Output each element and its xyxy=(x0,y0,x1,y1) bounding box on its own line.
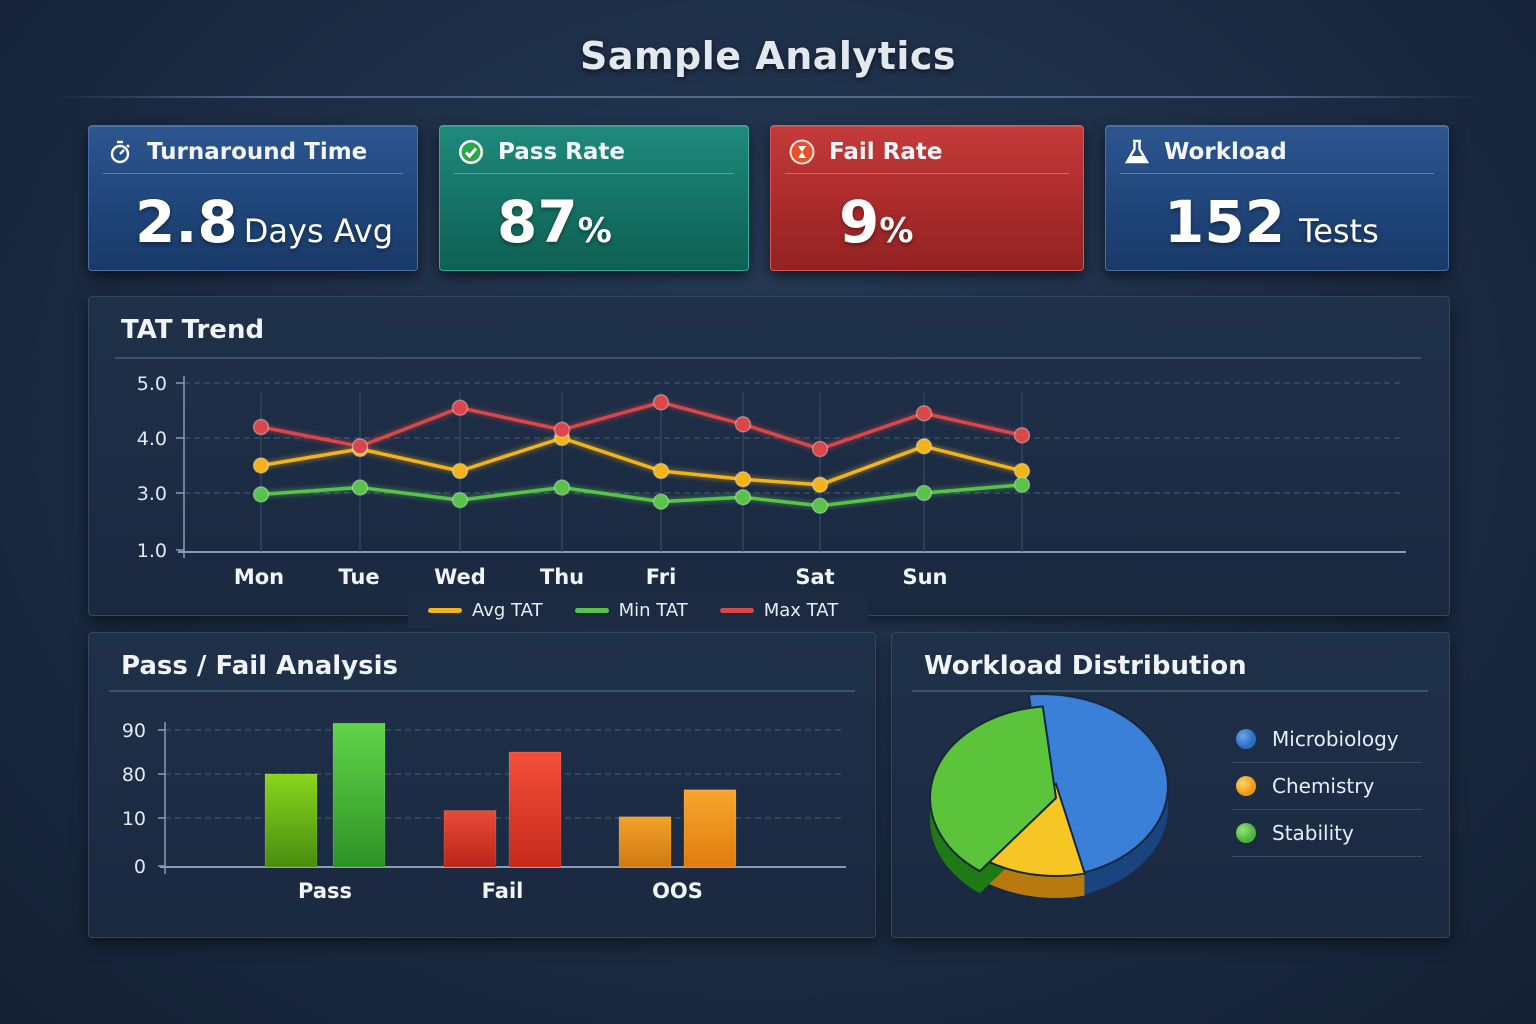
panel-title: TAT Trend xyxy=(121,315,265,345)
legend-swatch xyxy=(428,607,462,613)
legend-item-avg: Avg TAT xyxy=(428,600,543,621)
legend-label: Min TAT xyxy=(618,599,688,621)
flask-icon xyxy=(1124,139,1150,165)
legend-item-microbiology: Microbiology xyxy=(1232,716,1422,763)
kpi-divider xyxy=(103,173,403,174)
pie-legend: Microbiology Chemistry Stability xyxy=(1232,716,1422,857)
kpi-header: Workload xyxy=(1124,139,1287,165)
kpi-header: Fail Rate xyxy=(789,139,942,165)
legend-dot xyxy=(1236,776,1256,796)
check-circle-icon xyxy=(458,139,484,165)
panel-divider xyxy=(912,690,1428,692)
kpi-unit: % xyxy=(879,211,914,251)
kpi-unit: % xyxy=(577,211,612,251)
legend-label: Microbiology xyxy=(1272,727,1399,751)
kpi-label: Workload xyxy=(1164,139,1287,165)
legend-dot xyxy=(1236,729,1256,749)
kpi-value: 9 xyxy=(839,188,880,256)
kpi-value-row: 152 Tests xyxy=(1164,188,1379,256)
kpi-divider xyxy=(1120,173,1434,174)
kpi-divider xyxy=(785,173,1069,174)
stopwatch-icon xyxy=(107,139,133,165)
kpi-label: Turnaround Time xyxy=(147,139,368,165)
kpi-header: Pass Rate xyxy=(458,139,625,165)
tat-legend: Avg TAT Min TAT Max TAT xyxy=(408,592,868,628)
kpi-value: 2.8 xyxy=(135,188,238,256)
panel-divider xyxy=(109,690,855,692)
kpi-value-row: 9% xyxy=(839,188,913,256)
kpi-unit: Days Avg xyxy=(243,212,394,250)
legend-item-max: Max TAT xyxy=(719,599,839,621)
tat-trend-panel: TAT Trend xyxy=(88,296,1450,616)
kpi-label: Pass Rate xyxy=(498,139,625,165)
panel-divider xyxy=(115,357,1421,359)
kpi-unit: Tests xyxy=(1299,212,1379,250)
legend-swatch xyxy=(574,607,609,613)
pass-fail-panel: Pass / Fail Analysis xyxy=(88,632,876,938)
kpi-card-pass-rate[interactable]: Pass Rate 87% xyxy=(439,125,749,271)
panel-title: Pass / Fail Analysis xyxy=(121,651,399,681)
panel-title: Workload Distribution xyxy=(924,651,1247,681)
legend-dot xyxy=(1236,823,1256,843)
legend-item-min: Min TAT xyxy=(574,599,688,621)
kpi-divider xyxy=(454,173,734,174)
legend-label: Max TAT xyxy=(763,599,839,621)
title-divider xyxy=(50,96,1486,98)
kpi-value: 152 xyxy=(1164,188,1286,256)
page-title: Sample Analytics xyxy=(579,34,957,78)
kpi-value-row: 2.8 Days Avg xyxy=(135,188,393,256)
kpi-value: 87 xyxy=(497,188,578,256)
legend-swatch xyxy=(719,607,754,613)
kpi-label: Fail Rate xyxy=(829,139,943,165)
kpi-header: Turnaround Time xyxy=(107,139,367,165)
kpi-value-row: 87% xyxy=(497,188,612,256)
kpi-card-workload[interactable]: Workload 152 Tests xyxy=(1105,125,1449,271)
kpi-card-turnaround[interactable]: Turnaround Time 2.8 Days Avg xyxy=(88,125,418,271)
legend-item-stability: Stability xyxy=(1232,810,1422,857)
legend-label: Avg TAT xyxy=(472,599,543,621)
hourglass-icon xyxy=(789,139,815,165)
legend-label: Stability xyxy=(1272,821,1354,845)
legend-item-chemistry: Chemistry xyxy=(1232,763,1422,810)
kpi-card-fail-rate[interactable]: Fail Rate 9% xyxy=(770,125,1084,271)
legend-label: Chemistry xyxy=(1272,774,1375,798)
